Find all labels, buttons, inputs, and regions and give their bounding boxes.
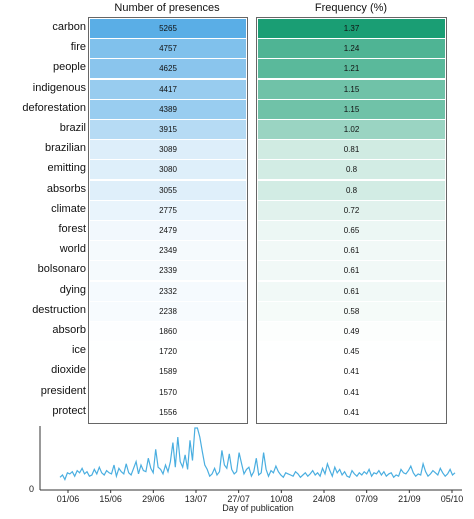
cell-world: 0.61	[258, 241, 445, 261]
cell-absorbs: 3055	[90, 180, 246, 200]
cell-forest: 2479	[90, 221, 246, 240]
cell-president: 1570	[90, 382, 246, 402]
cell-protect: 0.41	[258, 402, 445, 422]
cell-forest: 0.65	[258, 221, 445, 240]
x-tick-label: 15/06	[99, 494, 122, 504]
cell-carbon: 1.37	[258, 19, 445, 38]
cell-indigenous: 4417	[90, 79, 246, 99]
cell-destruction: 2238	[90, 301, 246, 321]
row-label-absorb: absorb	[52, 324, 86, 336]
row-label-forest: forest	[58, 223, 86, 235]
cell-people: 1.21	[258, 59, 445, 79]
row-label-bolsonaro: bolsonaro	[37, 263, 86, 276]
cell-emitting: 3080	[90, 160, 246, 180]
x-tick-label: 27/07	[227, 494, 250, 504]
row-label-brazil: brazil	[59, 122, 86, 134]
x-tick-label: 10/08	[270, 494, 293, 504]
cell-fire: 4757	[90, 39, 246, 59]
cell-dioxide: 0.41	[258, 362, 445, 382]
cell-bolsonaro: 2339	[90, 261, 246, 281]
cell-destruction: 0.58	[258, 301, 445, 321]
x-tick-label: 07/09	[355, 494, 378, 504]
row-label-people: people	[52, 61, 86, 74]
cell-protect: 1556	[90, 402, 246, 422]
cell-fire: 1.24	[258, 39, 445, 59]
x-tick-label: 05/10	[441, 494, 464, 504]
row-label-destruction: destruction	[32, 303, 86, 316]
y-tick-label: 0	[29, 484, 34, 494]
row-label-world: world	[59, 243, 86, 256]
cell-absorb: 0.49	[258, 322, 445, 341]
cell-bolsonaro: 0.61	[258, 261, 445, 281]
row-label-dioxide: dioxide	[51, 364, 86, 377]
cell-brazil: 1.02	[258, 120, 445, 139]
x-tick-label: 29/06	[142, 494, 165, 504]
cell-climate: 2775	[90, 200, 246, 220]
cell-brazil: 3915	[90, 120, 246, 139]
row-label-protect: protect	[52, 404, 86, 417]
series-line	[59, 427, 456, 481]
cell-absorbs: 0.8	[258, 180, 445, 200]
cell-dioxide: 1589	[90, 362, 246, 382]
cell-brazilian: 0.81	[258, 140, 445, 160]
x-tick-label: 24/08	[313, 494, 336, 504]
row-label-absorbs: absorbs	[46, 182, 86, 195]
cell-president: 0.41	[258, 382, 445, 402]
daily-publication-line-chart: 0 01/06 15/06 29/06 13/07 27/07 10/08 24/08 07/0…	[29, 426, 464, 513]
cell-absorb: 1860	[90, 322, 246, 341]
row-label-emitting: emitting	[47, 162, 86, 175]
x-axis-label: Day of publication	[222, 503, 294, 513]
cell-brazilian: 3089	[90, 140, 246, 160]
cell-carbon: 5265	[90, 19, 246, 38]
row-label-president: president	[40, 384, 86, 397]
cell-ice: 1720	[90, 342, 246, 362]
row-label-dying: dying	[59, 283, 86, 296]
x-tick-label: 21/09	[398, 494, 421, 504]
frequency-heatmap: 1.37 1.24 1.21 1.15 1.15 1.02 0.81 0.8 0.8 0.72 0.…	[256, 17, 447, 424]
row-label-brazilian: brazilian	[45, 142, 86, 155]
row-label-deforestation: deforestation	[22, 101, 86, 114]
cell-deforestation: 4389	[90, 99, 246, 119]
cell-ice: 0.45	[258, 342, 445, 362]
row-label-ice: ice	[71, 344, 86, 357]
cell-dying: 2332	[90, 281, 246, 301]
cell-deforestation: 1.15	[258, 99, 445, 119]
row-label-indigenous: indigenous	[32, 81, 86, 94]
cell-people: 4625	[90, 59, 246, 79]
cell-world: 2349	[90, 241, 246, 261]
cell-indigenous: 1.15	[258, 79, 445, 99]
presences-header: Number of presences	[114, 2, 220, 14]
frequency-header: Frequency (%)	[314, 2, 388, 14]
cell-climate: 0.72	[258, 200, 445, 220]
row-label-fire: fire	[70, 41, 86, 54]
cell-emitting: 0.8	[258, 160, 445, 180]
x-tick-label: 01/06	[57, 494, 80, 504]
row-label-carbon: carbon	[52, 21, 86, 33]
presences-heatmap: 5265 4757 4625 4417 4389 3915 3089 3080 3055 2775…	[88, 17, 248, 424]
x-tick-label: 13/07	[185, 494, 208, 504]
cell-dying: 0.61	[258, 281, 445, 301]
row-label-climate: climate	[51, 202, 86, 215]
